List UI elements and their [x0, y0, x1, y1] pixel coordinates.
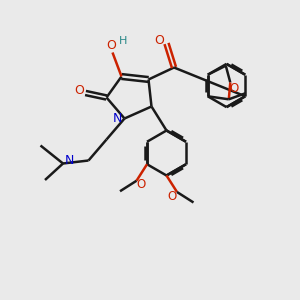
Text: O: O: [154, 34, 164, 47]
Text: O: O: [74, 83, 84, 97]
Text: O: O: [136, 178, 146, 191]
Text: H: H: [119, 36, 127, 46]
Text: O: O: [106, 39, 116, 52]
Text: N: N: [113, 112, 123, 125]
Text: O: O: [168, 190, 177, 203]
Text: O: O: [229, 82, 239, 95]
Text: N: N: [65, 154, 74, 167]
